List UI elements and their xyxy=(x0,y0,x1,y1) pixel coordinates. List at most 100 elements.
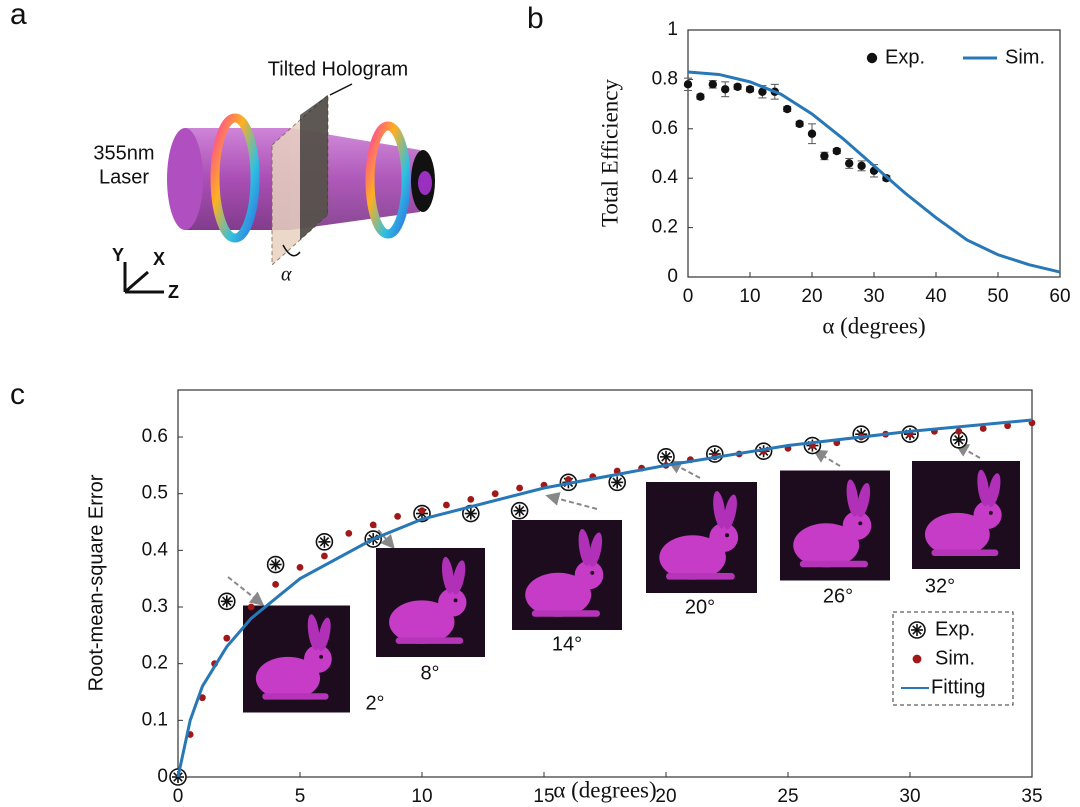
inset-image xyxy=(780,470,890,581)
angle-label: α xyxy=(281,264,292,286)
legend-label: Sim. xyxy=(935,647,975,669)
x-tick-label: 15 xyxy=(533,786,554,807)
exp-marker xyxy=(908,621,926,639)
inset-label: 14° xyxy=(552,633,582,655)
inset-arrow xyxy=(545,492,598,510)
marker-spoke xyxy=(912,625,922,635)
point xyxy=(979,425,987,432)
point xyxy=(443,501,450,509)
inset-arrow xyxy=(812,449,841,467)
laser-diagram xyxy=(123,83,435,294)
y-tick-label: 0.8 xyxy=(652,68,678,89)
marker-spoke xyxy=(221,596,232,607)
inset-arrow xyxy=(372,523,395,550)
x-axis-glyph xyxy=(124,270,149,294)
point xyxy=(296,563,304,571)
series-line xyxy=(687,70,1061,274)
point xyxy=(1004,422,1011,430)
point xyxy=(955,427,963,435)
exp-marker xyxy=(510,501,529,520)
x-tick-label: 20 xyxy=(801,286,822,307)
point xyxy=(696,92,705,101)
point xyxy=(321,552,328,560)
x-tick-label: 30 xyxy=(899,786,920,807)
x-tick-label: 40 xyxy=(925,286,946,307)
x-tick-label: 50 xyxy=(987,286,1008,307)
point xyxy=(845,159,854,168)
marker-spoke xyxy=(465,508,476,519)
inset-image xyxy=(646,482,757,593)
y-tick-label: 0.1 xyxy=(142,709,168,730)
point xyxy=(467,495,475,503)
inset-image xyxy=(512,520,622,630)
exp-marker xyxy=(461,504,480,523)
x-tick-label: 0 xyxy=(173,786,184,807)
inset-label: 32° xyxy=(925,575,955,597)
y-axis-label: Root-mean-square Error xyxy=(85,474,107,691)
polarization-ring xyxy=(210,113,260,243)
x-tick-label: 20 xyxy=(655,786,676,807)
inset-image xyxy=(912,461,1020,569)
y-tick-label: 0.6 xyxy=(142,426,168,447)
y-tick-label: 1 xyxy=(667,19,678,40)
legend-label: Exp. xyxy=(885,46,925,68)
point xyxy=(683,80,693,89)
point xyxy=(345,529,353,537)
pointer-line xyxy=(329,83,353,96)
point xyxy=(418,507,426,515)
marker-spoke xyxy=(612,477,623,488)
x-tick-label: 25 xyxy=(777,786,798,807)
point xyxy=(708,80,717,89)
axis-glyph-label: Y xyxy=(112,245,124,265)
y-tick-label: 0 xyxy=(157,766,168,787)
exp-marker xyxy=(218,592,236,611)
x-tick-label: 5 xyxy=(295,786,306,807)
beam-end xyxy=(167,128,203,230)
point xyxy=(758,87,767,96)
y-tick-label: 0.6 xyxy=(652,118,678,139)
inset-label: 2° xyxy=(365,692,384,714)
point xyxy=(857,161,866,171)
y-tick-label: 0.4 xyxy=(142,539,169,560)
point xyxy=(745,85,755,94)
x-tick-label: 35 xyxy=(1021,786,1042,807)
point xyxy=(394,512,401,520)
x-tick-label: 0 xyxy=(683,286,694,307)
point xyxy=(565,476,572,483)
point xyxy=(721,85,730,94)
point xyxy=(832,146,841,156)
inset-label: 26° xyxy=(823,585,853,607)
y-tick-label: 0.2 xyxy=(142,653,168,674)
point xyxy=(272,580,279,588)
marker-spoke xyxy=(953,435,964,445)
exp-marker xyxy=(657,448,675,466)
panel-label: a xyxy=(10,0,27,31)
hologram-pattern xyxy=(300,95,328,240)
legend-label: Exp. xyxy=(935,618,975,640)
point xyxy=(369,521,377,529)
point xyxy=(912,654,922,664)
x-axis-label: α (degrees) xyxy=(822,313,925,338)
inset-arrow xyxy=(227,576,265,606)
axis-glyph-label: X xyxy=(153,249,165,269)
legend-label: Fitting xyxy=(931,676,985,698)
point xyxy=(866,52,878,64)
point xyxy=(247,603,255,611)
axis-glyph-label: Z xyxy=(168,282,179,302)
point xyxy=(820,151,829,161)
plot-frame xyxy=(177,389,1033,778)
point xyxy=(223,634,231,642)
hologram-label: Tilted Hologram xyxy=(268,58,408,80)
x-tick-label: 60 xyxy=(1049,286,1070,307)
y-tick-label: 0 xyxy=(667,266,678,287)
y-tick-label: 0.3 xyxy=(142,596,168,617)
laser-label: 355nm xyxy=(93,142,154,164)
point xyxy=(807,129,817,138)
x-tick-label: 10 xyxy=(739,286,760,307)
y-tick-label: 0.2 xyxy=(652,217,678,238)
x-axis-label: α (degrees) xyxy=(553,777,656,802)
marker-spoke xyxy=(270,559,281,570)
y-tick-label: 0.5 xyxy=(142,483,168,504)
laser-label: Laser xyxy=(99,166,149,188)
